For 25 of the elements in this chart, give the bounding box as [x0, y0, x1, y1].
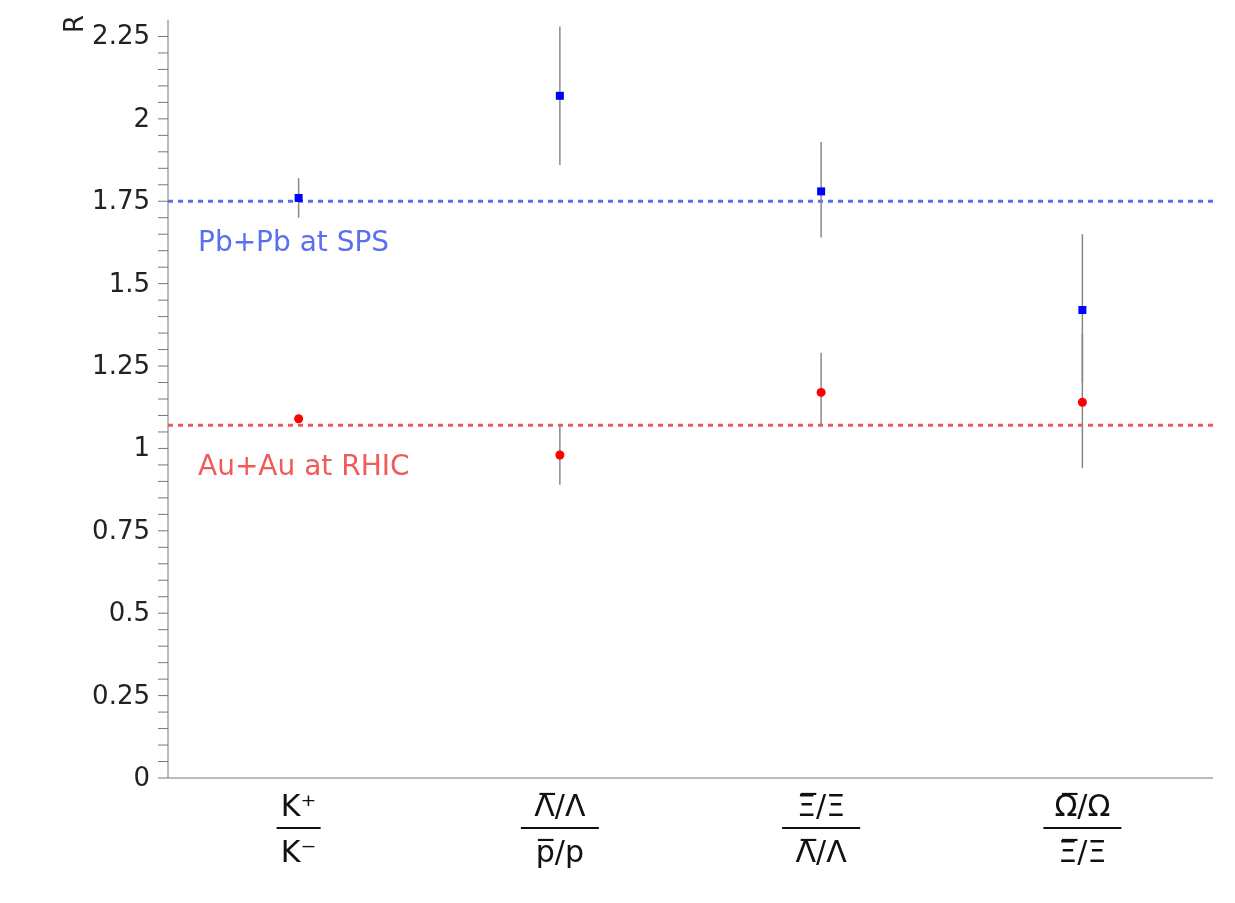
point — [294, 193, 303, 202]
x-tick-label: Ω̅/Ω Ξ̅/Ξ — [1054, 788, 1111, 869]
point — [555, 450, 565, 460]
y-tick-label: 2 — [133, 102, 150, 133]
point — [1077, 397, 1087, 407]
y-tick-label: 0.25 — [92, 679, 150, 710]
y-tick-label: 1.25 — [92, 350, 150, 381]
point — [1078, 306, 1087, 315]
y-tick-label: 1.75 — [92, 185, 150, 216]
x-tick-label: Ξ̅/Ξ Λ̅/Λ — [795, 788, 848, 869]
y-tick-label: 0.5 — [108, 597, 150, 628]
y-axis-title: R — [59, 14, 90, 33]
x-tick-label: Λ̅/Λ p̅/p — [534, 788, 586, 869]
x-tick-label: K⁺ K⁻ — [280, 788, 317, 869]
y-tick-label: 0 — [133, 762, 150, 792]
point — [816, 387, 826, 397]
y-tick-label: 1 — [133, 432, 150, 463]
y-tick-label: 2.25 — [92, 20, 150, 51]
point — [294, 414, 304, 424]
point — [555, 91, 564, 100]
y-tick-label: 0.75 — [92, 514, 150, 545]
y-tick-label: 1.5 — [108, 267, 150, 298]
ref-line-label: Au+Au at RHIC — [198, 449, 410, 483]
ref-line-label: Pb+Pb at SPS — [198, 225, 390, 259]
point — [817, 187, 826, 196]
